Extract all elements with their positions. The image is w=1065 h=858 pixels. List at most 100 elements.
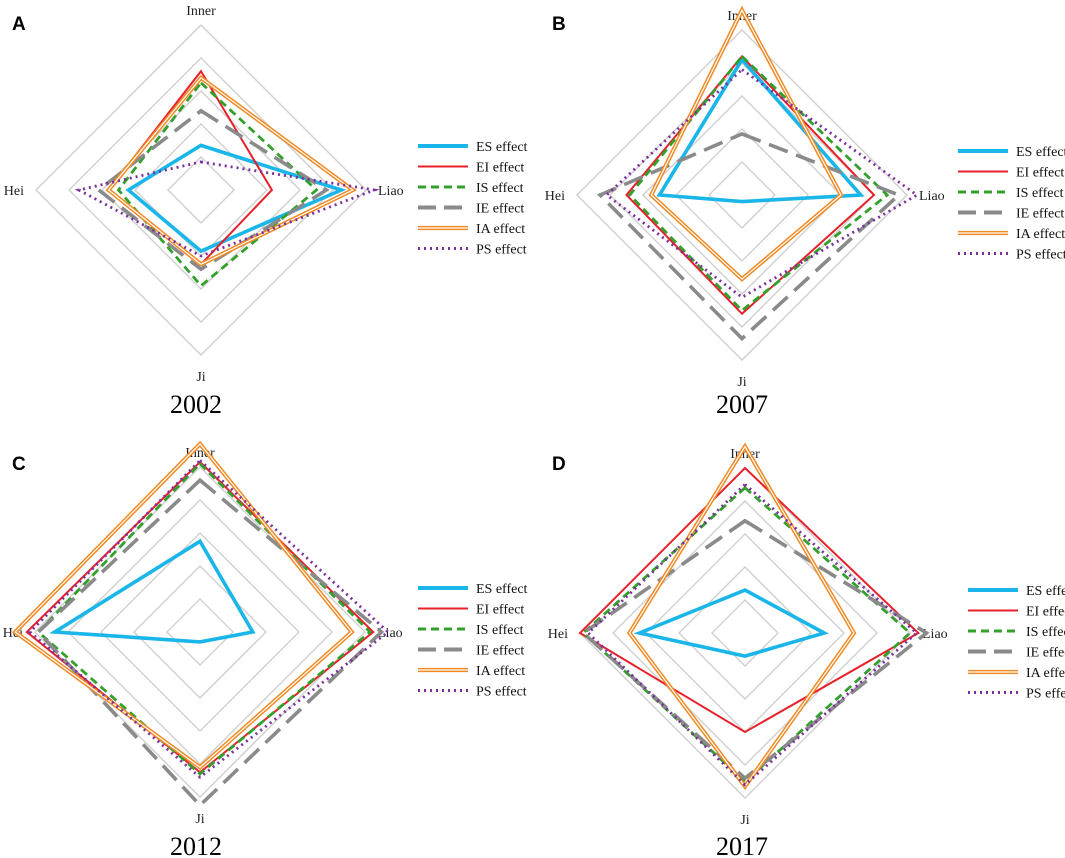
series-ia-effect — [648, 5, 844, 282]
axis-label-liao: Liao — [922, 627, 948, 642]
series-is-effect — [627, 54, 890, 313]
series-es-effect — [125, 143, 347, 254]
series-ie-effect — [596, 131, 903, 342]
legend-item-ia-effect: IA effect — [418, 222, 525, 237]
legend-label: ES effect — [1026, 584, 1065, 599]
legend-label: EI effect — [476, 603, 524, 618]
axis-label-ji: Ji — [195, 812, 204, 827]
grid-ring — [167, 156, 235, 224]
panel-letter: C — [12, 454, 26, 475]
legend-label: IS effect — [1016, 186, 1064, 201]
axis-label-hei: Hei — [548, 627, 568, 642]
series-inner — [107, 76, 354, 266]
series-ie-effect — [580, 518, 930, 781]
legend-item-es-effect: ES effect — [968, 584, 1065, 599]
legend: ES effect EI effect IS effect IE effect IA e… — [968, 584, 1065, 702]
axis-label-liao: Liao — [919, 189, 945, 204]
grid-ring — [100, 532, 300, 732]
grid-ring — [576, 29, 908, 361]
legend-item-ia-effect: IA effect — [958, 227, 1065, 242]
radar-grid — [576, 29, 908, 361]
series-line — [27, 458, 391, 780]
legend-label: IS effect — [476, 623, 524, 638]
grid-ring — [166, 598, 234, 666]
grid-ring — [678, 566, 812, 700]
series-line — [49, 538, 256, 644]
axis-label-ji: Ji — [196, 370, 205, 385]
grid-ring — [133, 565, 267, 699]
series-line — [116, 80, 319, 288]
panel-letter: D — [552, 454, 566, 475]
legend-item-es-effect: ES effect — [958, 145, 1065, 160]
legend-item-es-effect: ES effect — [418, 582, 528, 597]
legend-item-ei-effect: EI effect — [418, 161, 524, 176]
legend-item-ia-effect: IA effect — [418, 664, 525, 679]
series-line — [656, 56, 865, 204]
legend-label: ES effect — [1016, 145, 1065, 160]
legend-item-ie-effect: IE effect — [958, 207, 1064, 222]
series-line — [586, 482, 919, 787]
year-label: 2012 — [170, 832, 222, 858]
axis-label-hei: Hei — [545, 189, 565, 204]
legend-label: IE effect — [476, 202, 524, 217]
legend-label: EI effect — [1016, 166, 1064, 181]
legend: ES effect EI effect IS effect IE effect IA e… — [418, 582, 528, 700]
legend: ES effect EI effect IS effect IE effect IA e… — [958, 145, 1065, 263]
legend-item-ei-effect: EI effect — [958, 166, 1064, 181]
axis-label-liao: Liao — [377, 626, 403, 641]
legend-label: EI effect — [1026, 605, 1065, 620]
grid-ring — [34, 466, 366, 798]
radar-grid — [35, 24, 367, 356]
panel-letter: B — [552, 14, 566, 35]
legend-label: PS effect — [1026, 687, 1065, 702]
axis-label-liao: Liao — [378, 184, 404, 199]
grid-ring — [708, 161, 776, 229]
legend-item-is-effect: IS effect — [958, 186, 1064, 201]
series-ps-effect — [604, 67, 920, 299]
grid-ring — [642, 95, 842, 295]
legend-label: IE effect — [476, 644, 524, 659]
series-ei-effect — [578, 466, 920, 734]
series-ia-effect — [12, 440, 355, 770]
year-label: 2002 — [170, 390, 222, 419]
legend-item-is-effect: IS effect — [418, 623, 524, 638]
grid-ring — [711, 599, 779, 667]
legend-item-ie-effect: IE effect — [968, 646, 1065, 661]
year-label: 2007 — [716, 390, 768, 419]
series-outline — [648, 5, 844, 282]
series-is-effect — [116, 80, 319, 288]
legend-label: ES effect — [476, 582, 528, 597]
legend-label: IE effect — [1016, 207, 1064, 222]
series-ei-effect — [625, 54, 876, 316]
radar-grid — [34, 466, 366, 798]
legend-label: PS effect — [476, 685, 527, 700]
axis-label-ji: Ji — [737, 375, 746, 390]
grid-ring — [675, 128, 809, 262]
panel-letter: A — [12, 14, 26, 35]
legend-label: PS effect — [476, 243, 527, 258]
legend-label: PS effect — [1016, 248, 1065, 263]
legend-label: IA effect — [476, 664, 525, 679]
legend-item-ie-effect: IE effect — [418, 202, 524, 217]
grid-ring — [68, 57, 334, 323]
legend: ES effect EI effect IS effect IE effect IA e… — [418, 140, 528, 258]
series-line — [580, 518, 930, 781]
legend-item-ps-effect: PS effect — [418, 685, 527, 700]
series-es-effect — [633, 588, 829, 658]
axis-label-hei: Hei — [4, 184, 24, 199]
legend-label: IA effect — [1016, 227, 1065, 242]
series-inner — [14, 442, 353, 769]
year-label: 2017 — [716, 832, 768, 858]
series-inner — [650, 8, 842, 280]
series-line — [596, 131, 903, 342]
legend-item-ps-effect: PS effect — [968, 687, 1065, 702]
legend-item-is-effect: IS effect — [418, 181, 524, 196]
legend-item-ei-effect: EI effect — [968, 605, 1065, 620]
series-line — [125, 143, 347, 254]
axis-label-ji: Ji — [740, 813, 749, 828]
series-line — [74, 160, 380, 258]
grid-ring — [35, 24, 367, 356]
